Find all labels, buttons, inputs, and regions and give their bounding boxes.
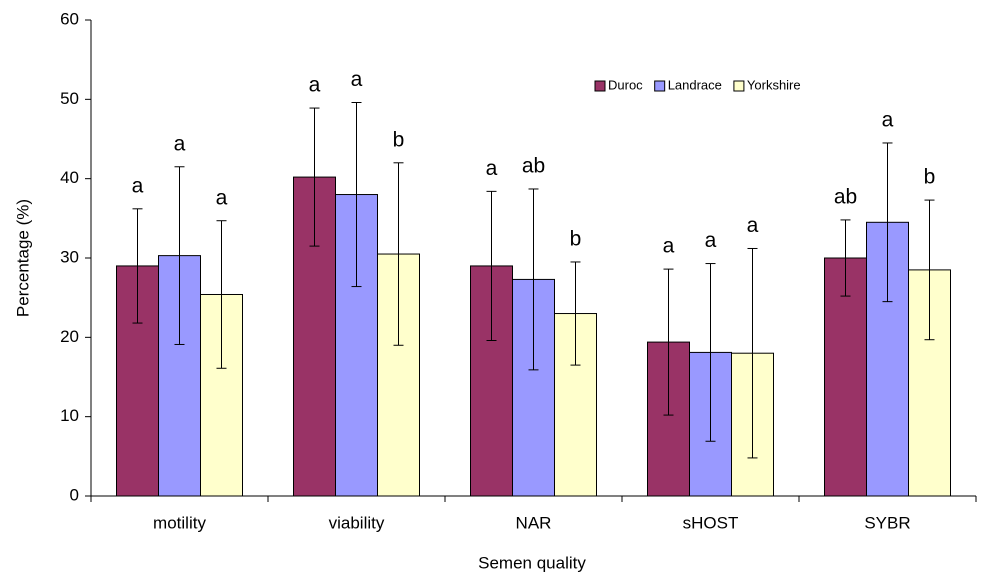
y-axis-title: Percentage (%) — [13, 199, 32, 317]
y-tick-label: 10 — [60, 406, 79, 425]
significance-letter: b — [924, 166, 936, 189]
y-tick-label: 60 — [60, 9, 79, 28]
y-tick-label: 0 — [70, 485, 79, 504]
x-tick-label: viability — [329, 513, 385, 532]
x-tick-label: SYBR — [864, 513, 910, 532]
significance-letter: a — [351, 68, 363, 91]
significance-letter: a — [705, 229, 717, 252]
x-tick-label: sHOST — [683, 513, 739, 532]
significance-letter: ab — [834, 185, 857, 208]
significance-letter: ab — [522, 155, 545, 178]
y-tick-label: 50 — [60, 89, 79, 108]
legend-label: Duroc — [608, 77, 643, 92]
significance-letter: a — [174, 132, 186, 155]
significance-letter: b — [570, 228, 582, 251]
x-axis-title: Semen quality — [478, 553, 586, 572]
y-tick-label: 20 — [60, 327, 79, 346]
significance-letter: a — [747, 214, 759, 237]
y-tick-label: 40 — [60, 168, 79, 187]
significance-letter: b — [393, 128, 405, 151]
significance-letter: a — [663, 235, 675, 258]
legend-swatch — [734, 81, 744, 91]
significance-letter: a — [132, 174, 144, 197]
x-tick-label: motility — [153, 513, 206, 532]
significance-letter: a — [216, 186, 228, 209]
legend-label: Landrace — [668, 77, 722, 92]
x-tick-label: NAR — [516, 513, 552, 532]
significance-letter: a — [882, 109, 894, 132]
chart: Percentage (%) Semen quality 0 10 20 30 40 50… — [0, 0, 999, 576]
significance-letter: a — [486, 157, 498, 180]
y-tick-label: 30 — [60, 247, 79, 266]
significance-letter: a — [309, 74, 321, 97]
legend-label: Yorkshire — [747, 77, 801, 92]
legend-swatch — [655, 81, 665, 91]
legend-swatch — [595, 81, 605, 91]
